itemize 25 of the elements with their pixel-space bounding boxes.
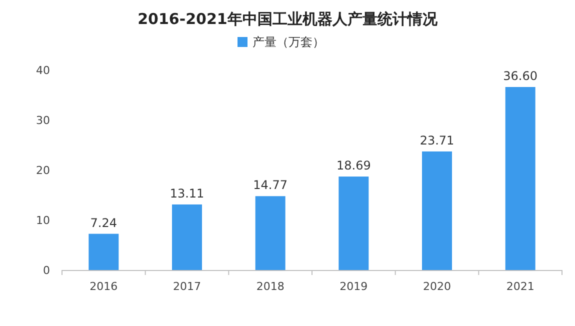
chart-title: 2016-2021年中国工业机器人产量统计情况 <box>138 10 438 28</box>
bar <box>255 196 286 270</box>
bar <box>422 151 452 270</box>
bar <box>338 176 369 270</box>
legend-label: 产量（万套） <box>252 35 324 49</box>
bar <box>505 87 536 270</box>
y-tick-label: 10 <box>36 214 50 227</box>
x-tick-label: 2017 <box>173 280 201 293</box>
text: 14.77 <box>253 178 288 192</box>
text: 7.24 <box>90 216 118 230</box>
x-tick-label: 2018 <box>256 280 284 293</box>
x-tick-label: 2016 <box>90 280 118 293</box>
text: 23.71 <box>420 133 454 148</box>
x-tick-label: 2019 <box>340 280 368 293</box>
text: 13.11 <box>170 186 204 200</box>
y-tick-label: 30 <box>36 114 50 127</box>
x-tick-label: 2021 <box>506 280 534 293</box>
y-tick-label: 0 <box>43 264 50 277</box>
y-tick-label: 40 <box>36 64 50 77</box>
x-tick-label: 2020 <box>423 280 451 293</box>
text: 36.60 <box>503 69 538 83</box>
bar <box>88 234 119 270</box>
bar <box>172 204 202 270</box>
y-tick-label: 20 <box>36 164 50 177</box>
text: 18.69 <box>336 158 371 173</box>
